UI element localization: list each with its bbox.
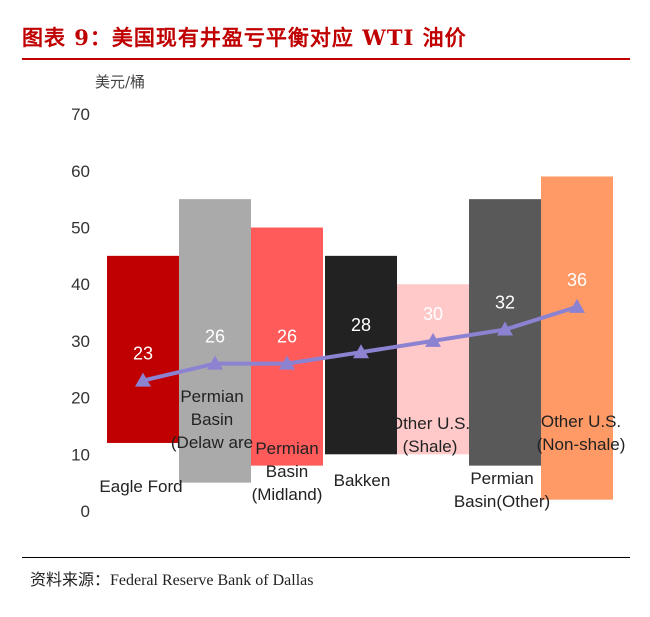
line-marker [569,298,585,313]
line-marker [497,321,513,336]
range-bar [179,199,251,483]
figure-title: 图表 9：美国现有井盈亏平衡对应 WTI 油价 [22,25,467,50]
unit-label: 美元/桶 [95,73,145,91]
y-tick-label: 70 [71,105,90,124]
range-bar [397,284,469,455]
category-label: Basin(Other) [454,492,550,511]
value-label: 30 [423,304,443,324]
y-tick-label: 0 [81,502,90,521]
category-label: Basin [266,462,309,481]
value-label: 32 [495,293,515,313]
range-bar [251,227,323,466]
value-label: 36 [567,270,587,290]
line-marker [425,332,441,347]
category-label: Permian [470,469,533,488]
category-label: (Shale) [403,437,458,456]
value-label: 28 [351,315,371,335]
value-label: 23 [133,344,153,364]
source-note: 资料来源：Federal Reserve Bank of Dallas [30,572,314,589]
category-label: Permian [255,439,318,458]
category-label: Other U.S. [541,412,621,431]
line-marker [279,355,295,370]
category-label: Basin [191,410,234,429]
category-label: Eagle Ford [99,477,182,496]
y-tick-label: 60 [71,162,90,181]
value-label: 26 [277,327,297,347]
value-label: 26 [205,327,225,347]
y-tick-label: 20 [71,389,90,408]
range-bar [107,255,179,443]
category-label: (Midland) [252,485,323,504]
line-marker [207,355,223,370]
y-tick-label: 50 [71,219,90,238]
category-label: Other U.S. [390,414,470,433]
category-label: (Delaw are [171,433,253,452]
y-tick-label: 30 [71,332,90,351]
source-rule [22,557,630,558]
range-bar [541,176,613,500]
category-label: (Non-shale) [537,435,626,454]
y-tick-label: 10 [71,445,90,464]
category-label: Permian [180,387,243,406]
category-label: Bakken [334,471,391,490]
title-rule [22,58,630,60]
line-marker [135,372,151,387]
y-tick-label: 40 [71,275,90,294]
line-marker [353,344,369,359]
